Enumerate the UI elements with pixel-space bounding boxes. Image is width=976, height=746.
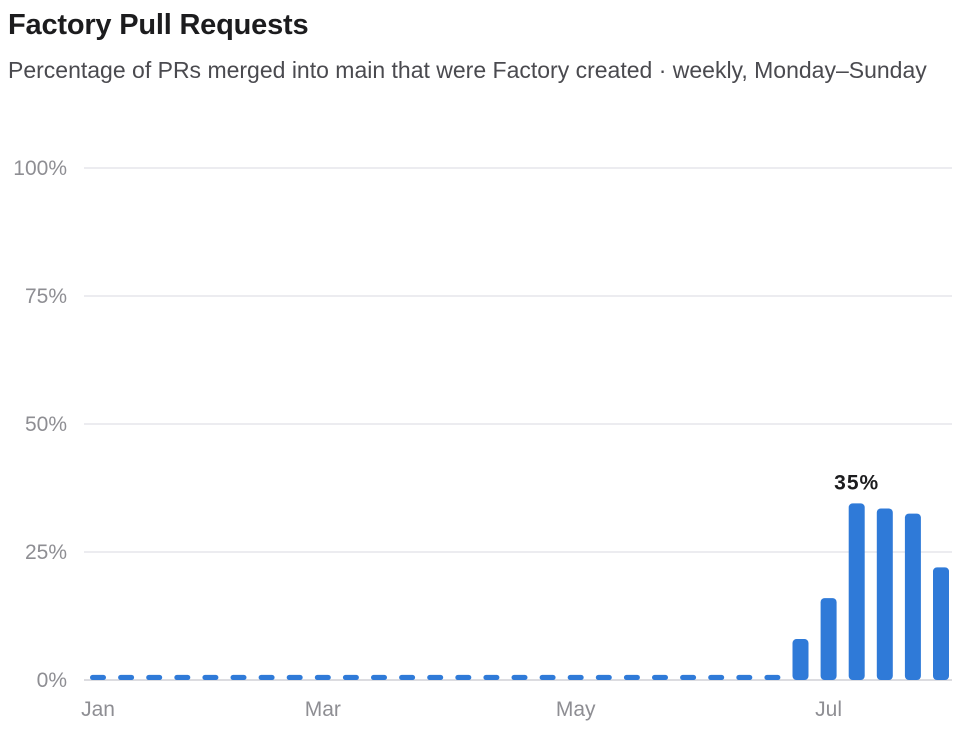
bar: [736, 674, 753, 680]
bar: [511, 674, 528, 680]
bar: [455, 674, 472, 680]
x-tick-label: Jan: [81, 698, 115, 721]
bar: [764, 674, 781, 680]
bar: [595, 674, 612, 680]
bar: [399, 674, 416, 680]
bar: [539, 674, 556, 680]
bar: [146, 674, 163, 680]
x-tick-label: May: [556, 698, 596, 721]
bar: [904, 513, 921, 680]
bar: [483, 674, 500, 680]
bar: [230, 674, 247, 680]
y-tick-label: 100%: [13, 157, 67, 180]
bar: [427, 674, 444, 680]
y-tick-label: 50%: [25, 413, 67, 436]
bar: [342, 674, 359, 680]
bar: [371, 674, 387, 680]
bar: [90, 674, 106, 680]
bar: [314, 674, 331, 680]
x-tick-label: Mar: [305, 698, 341, 721]
bar: [680, 674, 697, 680]
y-tick-label: 75%: [25, 285, 67, 308]
bar: [567, 674, 584, 680]
bar: [623, 674, 640, 680]
chart-title: Factory Pull Requests: [8, 9, 309, 41]
bar: [708, 674, 725, 680]
x-tick-label: Jul: [815, 698, 842, 721]
bar: [202, 674, 219, 680]
bar: [286, 674, 303, 680]
bar: [174, 674, 191, 680]
y-tick-label: 25%: [25, 541, 67, 564]
bar: [848, 503, 865, 680]
bar: [820, 598, 837, 680]
chart-subtitle: Percentage of PRs merged into main that …: [8, 57, 927, 83]
bar: [933, 567, 949, 680]
bar: [792, 639, 809, 680]
peak-data-label: 35%: [834, 471, 879, 494]
bar: [118, 674, 135, 680]
y-tick-label: 0%: [37, 669, 67, 692]
bar: [876, 508, 893, 680]
bar: [652, 674, 668, 680]
bar: [258, 674, 275, 680]
